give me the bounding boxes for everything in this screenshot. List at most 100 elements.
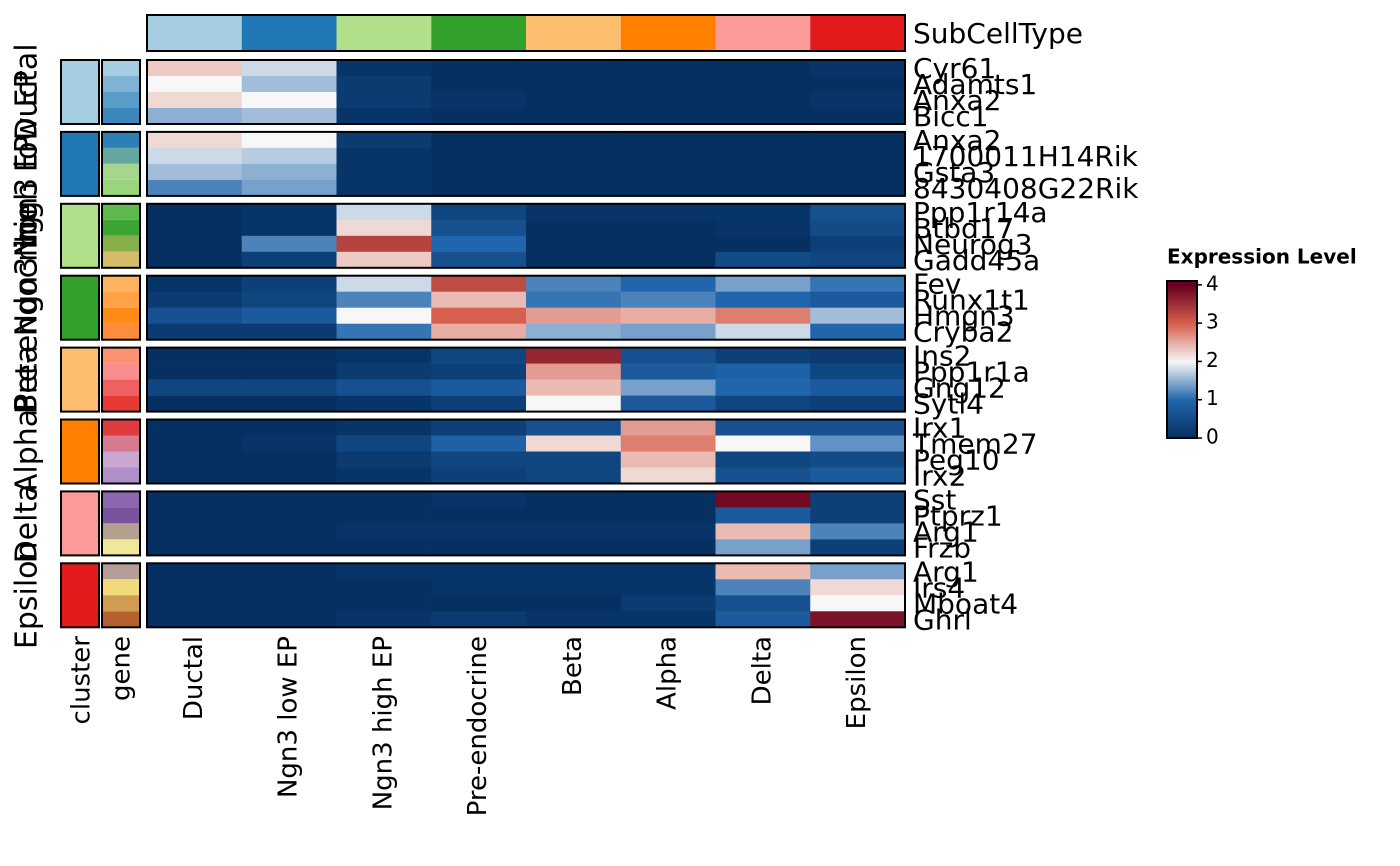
heat-cell bbox=[336, 108, 432, 125]
gene-name: 1700011H14Rik bbox=[913, 140, 1139, 173]
gene-name: Tmem27 bbox=[912, 428, 1038, 461]
heat-cell bbox=[147, 347, 243, 364]
heat-cell bbox=[431, 363, 527, 380]
row-group-label: Ngn3 high EP bbox=[10, 135, 45, 336]
colorbar-segment bbox=[1167, 322, 1197, 326]
heat-cell bbox=[526, 323, 622, 340]
gene-cell bbox=[102, 611, 140, 628]
heat-cell bbox=[431, 451, 527, 468]
gene-cell bbox=[102, 92, 140, 108]
heat-cell bbox=[715, 147, 811, 165]
legend-title: Expression Level bbox=[1167, 245, 1357, 269]
heat-cell bbox=[336, 60, 432, 77]
heat-cell bbox=[810, 467, 906, 484]
heat-cell bbox=[147, 595, 243, 612]
heat-cell bbox=[715, 323, 811, 340]
heat-cell bbox=[147, 507, 243, 524]
heat-cell bbox=[810, 60, 906, 77]
heat-cell bbox=[241, 235, 337, 253]
annotation-cell bbox=[526, 15, 621, 51]
heat-cell bbox=[715, 235, 811, 253]
colorbar-segment bbox=[1167, 281, 1197, 285]
gene-name: Gadd45a bbox=[913, 244, 1040, 277]
heat-cell bbox=[810, 203, 906, 221]
heat-cell bbox=[241, 163, 337, 181]
heat-cell bbox=[241, 92, 337, 109]
heat-cell bbox=[620, 579, 716, 596]
heat-cell bbox=[620, 539, 716, 556]
heat-cell bbox=[431, 539, 527, 556]
colorbar-tick-label: 4 bbox=[1206, 271, 1219, 295]
heat-cell bbox=[147, 611, 243, 628]
colorbar-segment bbox=[1167, 430, 1197, 434]
heat-cell bbox=[810, 595, 906, 612]
heat-cell bbox=[715, 163, 811, 181]
heat-cell bbox=[620, 451, 716, 468]
heat-cell bbox=[336, 507, 432, 524]
gene-name: Ghrl bbox=[913, 603, 972, 636]
heat-cell bbox=[147, 76, 243, 93]
heat-cell bbox=[526, 563, 622, 580]
heat-cell bbox=[526, 76, 622, 93]
heat-cell bbox=[336, 307, 432, 324]
heat-cell bbox=[431, 523, 527, 540]
heat-cell bbox=[715, 507, 811, 524]
heat-cell bbox=[715, 595, 811, 612]
gene-cell bbox=[102, 579, 140, 596]
gene-cell bbox=[102, 363, 140, 380]
heat-cell bbox=[336, 611, 432, 628]
colorbar-segment bbox=[1167, 333, 1197, 337]
heat-cell bbox=[147, 108, 243, 125]
annotation-cell bbox=[336, 15, 432, 51]
annotation-border bbox=[146, 14, 906, 52]
heat-cell bbox=[810, 347, 906, 364]
colorbar-segment bbox=[1167, 359, 1197, 363]
heat-cell bbox=[810, 507, 906, 524]
colorbar-segment bbox=[1167, 411, 1197, 415]
group-border bbox=[146, 490, 906, 557]
heat-cell bbox=[241, 523, 337, 540]
cluster-cell bbox=[60, 346, 100, 413]
colorbar-segment bbox=[1167, 362, 1197, 366]
heat-cell bbox=[810, 219, 906, 237]
gene-cell bbox=[102, 235, 140, 252]
gene-cell bbox=[102, 563, 140, 580]
heat-cell bbox=[336, 219, 432, 237]
gene-name: Sst bbox=[913, 483, 956, 516]
x-tick-label: Epsilon bbox=[842, 636, 872, 729]
heat-cell bbox=[715, 76, 811, 93]
heat-cell bbox=[241, 108, 337, 125]
heat-cell bbox=[336, 451, 432, 468]
heat-cell bbox=[336, 179, 432, 197]
heat-cell bbox=[810, 523, 906, 540]
heat-cell bbox=[620, 291, 716, 308]
gene-cell bbox=[102, 291, 140, 308]
heat-cell bbox=[526, 395, 622, 412]
heat-cell bbox=[336, 379, 432, 396]
heat-cell bbox=[431, 323, 527, 340]
colorbar-segment bbox=[1167, 291, 1197, 295]
colorbar-segment bbox=[1167, 369, 1197, 374]
colorbar-segment bbox=[1167, 372, 1197, 376]
heat-cell bbox=[147, 419, 243, 436]
x-tick-label: Ngn3 high EP bbox=[368, 636, 398, 810]
heat-cell bbox=[431, 307, 527, 324]
heat-cell bbox=[241, 179, 337, 197]
colorbar-tick-label: 2 bbox=[1206, 348, 1219, 372]
heat-cell bbox=[147, 251, 243, 269]
heat-cell bbox=[336, 563, 432, 580]
heat-cell bbox=[147, 563, 243, 580]
heat-cell bbox=[241, 419, 337, 436]
gene-cell bbox=[102, 307, 140, 324]
heat-cell bbox=[431, 507, 527, 524]
heat-cell bbox=[431, 491, 527, 508]
row-group-label: Ngn3 low EP bbox=[10, 70, 45, 257]
heat-cell bbox=[336, 539, 432, 556]
heat-cell bbox=[620, 395, 716, 412]
heat-cell bbox=[431, 219, 527, 237]
heat-cell bbox=[526, 307, 622, 324]
gene-name: Btbd17 bbox=[913, 212, 1014, 245]
heat-cell bbox=[620, 491, 716, 508]
colorbar-segment bbox=[1167, 388, 1197, 392]
